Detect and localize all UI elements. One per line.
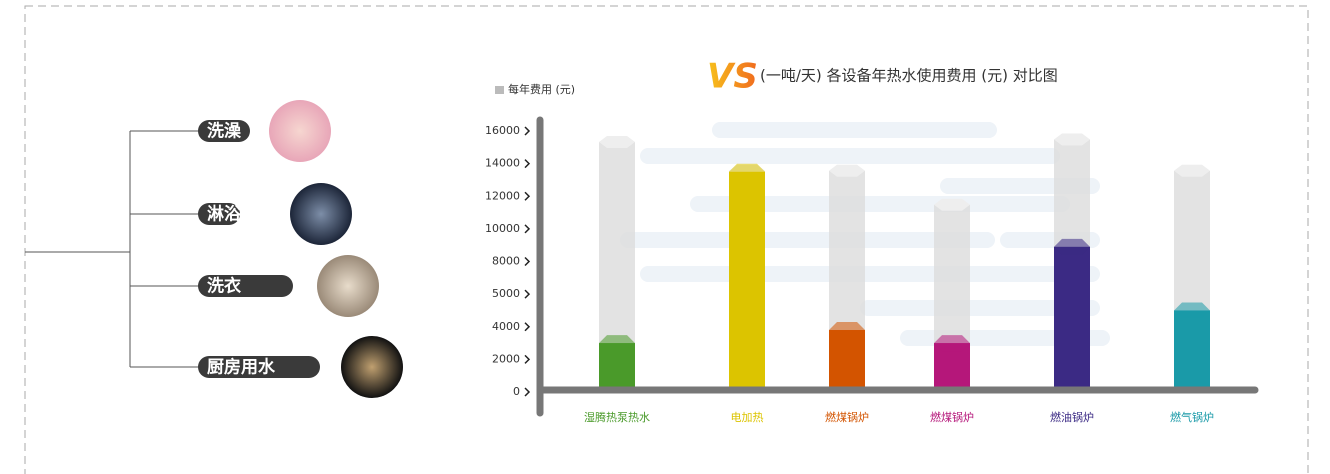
y-label-icon [495, 86, 504, 94]
y-tick-label: 14000 [485, 157, 520, 170]
y-tick [525, 192, 529, 200]
y-tick-label: 8000 [492, 255, 520, 268]
y-tick [525, 290, 529, 298]
use-label: 洗衣 [207, 276, 241, 297]
bar [829, 330, 865, 392]
infographic: 洗澡淋浴洗衣厨房用水 VS (一吨/天) 各设备年热水使用费用 (元) 对比图 … [0, 0, 1330, 474]
y-tick-label: 0 [513, 385, 520, 398]
chart-title: (一吨/天) 各设备年热水使用费用 (元) 对比图 [760, 67, 1058, 85]
tree-lines [25, 131, 200, 367]
y-tick [525, 355, 529, 363]
bar [1054, 247, 1090, 392]
use-label: 厨房用水 [207, 357, 276, 378]
y-tick [525, 160, 529, 168]
y-tick [525, 127, 529, 135]
x-tick-label: 湿腾热泵热水 [584, 410, 650, 424]
y-tick [525, 388, 529, 396]
use-photo [341, 336, 403, 398]
bar [729, 172, 765, 392]
y-tick [525, 258, 529, 266]
use-label: 淋浴 [207, 204, 242, 225]
y-tick-label: 12000 [485, 189, 520, 202]
y-tick [525, 323, 529, 331]
page: 洗澡淋浴洗衣厨房用水 VS (一吨/天) 各设备年热水使用费用 (元) 对比图 … [0, 0, 1330, 474]
x-tick-label: 燃煤锅炉 [825, 410, 869, 424]
y-tick-label: 4000 [492, 320, 520, 333]
x-tick-label: 燃气锅炉 [1170, 410, 1214, 424]
y-tick-label: 2000 [492, 352, 520, 365]
y-tick-label: 10000 [485, 222, 520, 235]
x-tick-label: 燃油锅炉 [1050, 410, 1094, 424]
y-tick-label: 5000 [492, 287, 520, 300]
use-label: 洗澡 [207, 121, 242, 142]
use-photo [269, 100, 331, 162]
y-tick-label: 16000 [485, 124, 520, 137]
y-tick [525, 225, 529, 233]
vs-badge: VS [707, 57, 758, 97]
use-photo [317, 255, 379, 317]
x-tick-label: 燃煤锅炉 [930, 410, 974, 424]
use-photo [290, 183, 352, 245]
x-tick-label: 电加热 [731, 411, 764, 424]
y-axis-label: 每年费用 (元) [508, 82, 575, 96]
bar [1174, 310, 1210, 392]
